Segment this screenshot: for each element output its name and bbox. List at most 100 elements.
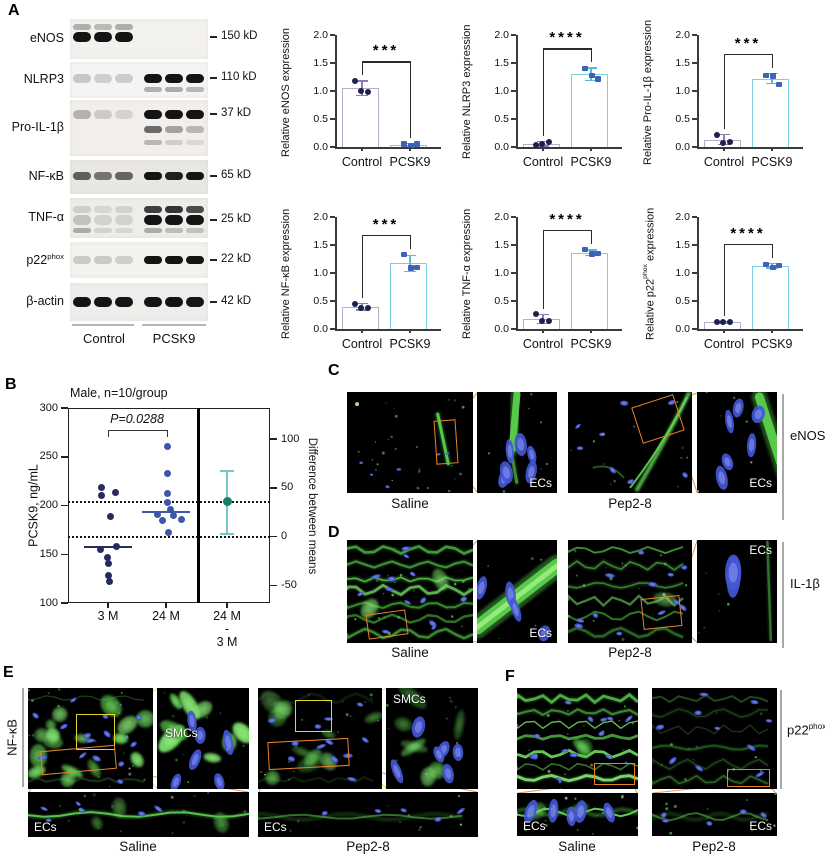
blot-band (73, 215, 91, 226)
panel-label-f: F (505, 668, 515, 685)
x-tick (361, 329, 363, 333)
y-tick-label: 0.5 (313, 113, 328, 125)
micro-cell-type-label: ECs (749, 476, 772, 490)
y-tick (330, 328, 335, 330)
x-category-label: Control (522, 337, 564, 351)
blot-band (144, 205, 162, 213)
blot-band (94, 24, 112, 30)
kd-tick (210, 301, 217, 303)
blot-band (73, 256, 91, 264)
data-point (763, 72, 769, 79)
data-point (408, 142, 414, 149)
y-axis-label: Relative NLRP3 expression (461, 24, 473, 160)
micro-f-pep2-8-ec-inset: ECs (652, 793, 777, 836)
right-y-axis-label: Difference between means (306, 437, 318, 575)
plot-divider (197, 408, 200, 603)
data-point (358, 88, 364, 94)
y-tick-label: 2.0 (675, 211, 690, 223)
blot-band (115, 256, 133, 264)
micro-cell-type-label: ECs (523, 819, 546, 833)
zoom-box-orange (267, 737, 350, 771)
panel-label-d: D (328, 524, 340, 541)
sig-bracket-h (543, 48, 591, 50)
kd-label: 110 kD (221, 71, 257, 84)
plot-frame (68, 408, 270, 603)
data-point (401, 251, 407, 258)
blot-protein-label: NF-κB (28, 169, 64, 183)
error-bar-cap (404, 270, 416, 273)
x-axis (697, 147, 803, 149)
y-tick-label: 1.0 (313, 267, 328, 279)
blot-group-label-pcsk9: PCSK9 (152, 331, 196, 346)
kd-label: 37 kD (221, 107, 252, 119)
y-tick (692, 62, 697, 64)
y-axis-label: Relative eNOS expression (280, 27, 292, 157)
diff-column-label: 24 M (213, 609, 241, 623)
micro-e-saline-main (28, 688, 153, 789)
dotted-mean-line (68, 535, 270, 538)
y-axis (335, 35, 337, 147)
blot-strip (70, 19, 208, 59)
significance-stars: **** (549, 210, 585, 228)
zoom-box-orange (594, 763, 635, 785)
y-tick (692, 300, 697, 302)
blot-strip (70, 62, 208, 98)
data-point (104, 559, 112, 567)
data-point (589, 251, 595, 257)
data-point (103, 553, 111, 561)
right-y-tick-label: -50 (281, 578, 297, 591)
blot-band (115, 73, 133, 83)
treatment-caption: Saline (119, 839, 157, 854)
blot-protein-label: eNOS (29, 31, 64, 45)
data-point (776, 262, 782, 269)
blot-strip (70, 198, 208, 238)
blot-band (115, 205, 133, 213)
blot-band (144, 139, 162, 145)
significance-stars: *** (734, 35, 762, 53)
blot-band (73, 172, 91, 181)
micro-cell-type-label: ECs (529, 476, 552, 490)
diff-error-cap (220, 532, 234, 535)
blot-band (73, 205, 91, 213)
y-axis-label: Relative p22phox expression (642, 207, 657, 341)
y-tick-label: 1.5 (494, 57, 509, 69)
data-point (589, 72, 595, 79)
kd-label: 150 kD (221, 30, 258, 42)
data-point (595, 250, 601, 257)
data-point (714, 131, 720, 138)
significance-stars: *** (372, 42, 400, 60)
sig-bracket-h (543, 229, 591, 232)
data-point (164, 529, 172, 537)
sig-bracket-v (410, 61, 412, 139)
micro-cell-type-label: ECs (264, 820, 287, 834)
data-point (770, 264, 776, 271)
blot-band (186, 172, 204, 181)
panel-label-e: E (3, 664, 14, 681)
bar-pcsk9 (571, 74, 608, 147)
sig-bracket-v (591, 48, 593, 63)
y-tick-label: 250 (39, 450, 58, 463)
x-category-label: PCSK9 (751, 155, 793, 169)
x-category-label: Control (703, 337, 745, 351)
treatment-caption: Pep2-8 (346, 839, 390, 854)
data-point (163, 442, 171, 450)
blot-band (144, 172, 162, 181)
x-category-label: Control (341, 155, 383, 169)
x-category-label: PCSK9 (570, 337, 612, 351)
sig-bracket-v (724, 54, 726, 130)
x-axis (335, 147, 441, 149)
blot-band (73, 109, 91, 119)
sig-bracket-v (724, 243, 726, 316)
y-tick-label: 2.0 (313, 29, 328, 41)
y-tick (511, 34, 516, 36)
marker-side-line (22, 688, 24, 787)
micro-c-pep2-8-inset: ECs (697, 392, 777, 493)
y-tick (330, 62, 335, 64)
zoom-box-orange (727, 769, 770, 787)
blot-band (165, 86, 183, 92)
data-point (582, 246, 588, 253)
x-tick (107, 603, 109, 608)
x-tick (590, 147, 592, 151)
y-tick (330, 244, 335, 246)
y-tick (511, 90, 516, 92)
